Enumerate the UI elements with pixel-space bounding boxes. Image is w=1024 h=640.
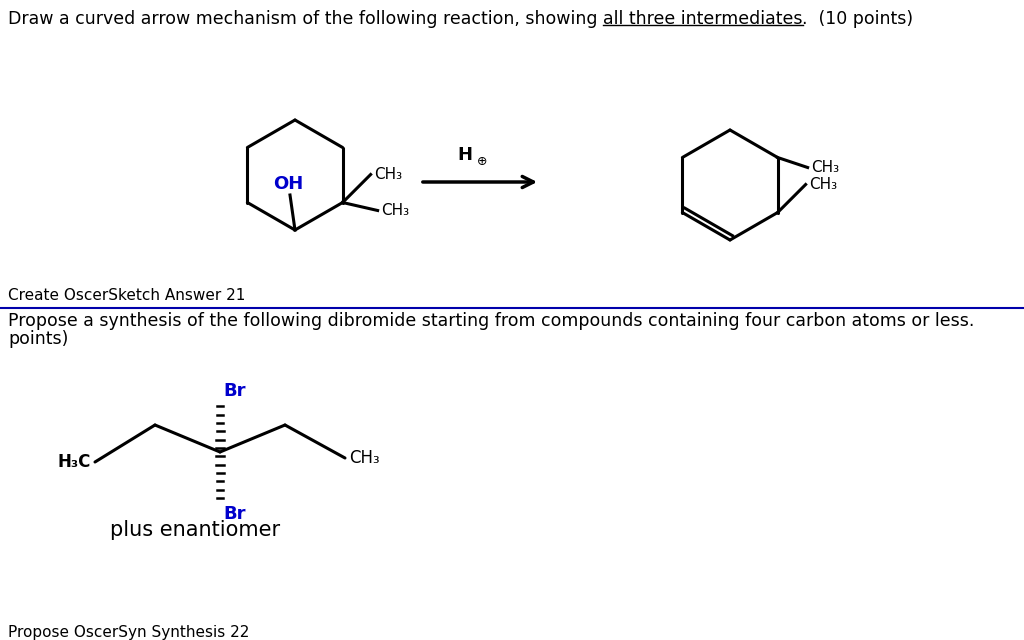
Text: CH₃: CH₃	[374, 167, 401, 182]
Text: Br: Br	[223, 505, 246, 523]
Text: OH: OH	[272, 175, 303, 193]
Text: CH₃: CH₃	[811, 160, 839, 175]
Text: H: H	[457, 146, 472, 164]
Text: H₃C: H₃C	[57, 453, 91, 471]
Text: Propose a synthesis of the following dibromide starting from compounds containin: Propose a synthesis of the following dib…	[8, 312, 975, 330]
Text: ⊕: ⊕	[477, 155, 487, 168]
Text: Propose OscerSyn Synthesis 22: Propose OscerSyn Synthesis 22	[8, 625, 250, 640]
Text: CH₃: CH₃	[809, 177, 837, 192]
Text: CH₃: CH₃	[349, 449, 380, 467]
Text: Br: Br	[223, 382, 246, 400]
Text: all three intermediates: all three intermediates	[603, 10, 803, 28]
Text: points): points)	[8, 330, 69, 348]
Text: CH₃: CH₃	[381, 203, 409, 218]
Text: .  (10 points): . (10 points)	[803, 10, 913, 28]
Text: plus enantiomer: plus enantiomer	[110, 520, 281, 540]
Text: Create OscerSketch Answer 21: Create OscerSketch Answer 21	[8, 288, 246, 303]
Text: Draw a curved arrow mechanism of the following reaction, showing: Draw a curved arrow mechanism of the fol…	[8, 10, 603, 28]
